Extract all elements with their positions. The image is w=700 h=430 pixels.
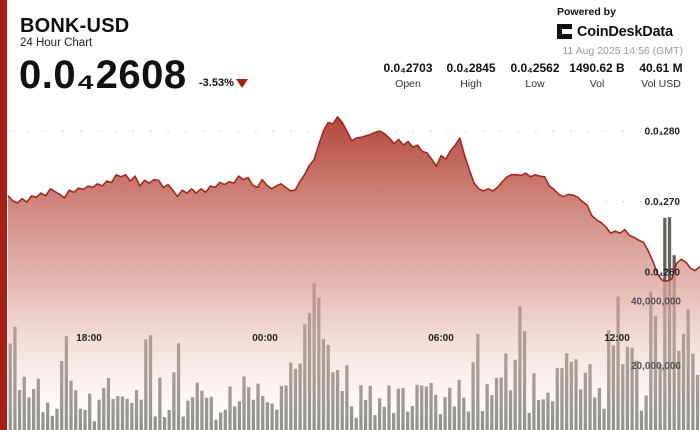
volume-tick-label: 20,000,000 [631,361,681,372]
volume-tick-label: 40,000,000 [631,297,681,308]
stat-label: Vol [589,78,605,90]
time-tick-label: 00:00 [252,333,278,344]
coindesk-logo-text: CoinDeskData [577,24,673,40]
stat-low: 0.0₄2562 Low [495,61,575,90]
coindesk-logo-icon [557,24,573,40]
brand-accent-bar [0,0,7,430]
stat-value: 1490.62 B [569,61,625,75]
timestamp: 11 Aug 2025 14:56 (GMT) [562,45,683,57]
stat-label: Open [395,78,421,90]
stat-value: 40.61 M [639,61,683,75]
time-tick-label: 06:00 [428,333,454,344]
stat-label: Vol USD [641,78,681,90]
current-price: 0.0₄2608 [19,53,187,97]
pair-title: BONK-USD [20,15,130,37]
chart-subtitle: 24 Hour Chart [20,37,93,49]
price-tick-label: 0.0₄270 [645,197,681,208]
price-change: -3.53% [199,77,234,89]
stat-volume-usd: 40.61 M Vol USD [621,61,700,90]
powered-by-label: Powered by [557,6,616,18]
time-tick-label: 18:00 [76,333,102,344]
down-arrow-icon [236,79,248,88]
stat-label: Low [525,78,545,90]
price-area [8,116,700,430]
time-tick-label: 12:00 [604,333,630,344]
axis-labels: 0.0₄280 0.0₄270 0.0₄260 40,000,000 20,000,00… [76,127,681,373]
price-line [7,116,700,282]
stat-value: 0.0₄2703 [383,61,433,75]
stat-high: 0.0₄2845 High [431,61,511,90]
coindesk-logo[interactable]: CoinDeskData [557,22,673,42]
stat-value: 0.0₄2845 [446,61,496,75]
stat-open: 0.0₄2703 Open [368,61,448,90]
stat-label: High [460,78,482,90]
stat-volume: 1490.62 B Vol [557,61,637,90]
price-tick-label: 0.0₄280 [645,127,681,138]
stat-value: 0.0₄2562 [510,61,560,75]
price-tick-label: 0.0₄260 [645,268,681,279]
